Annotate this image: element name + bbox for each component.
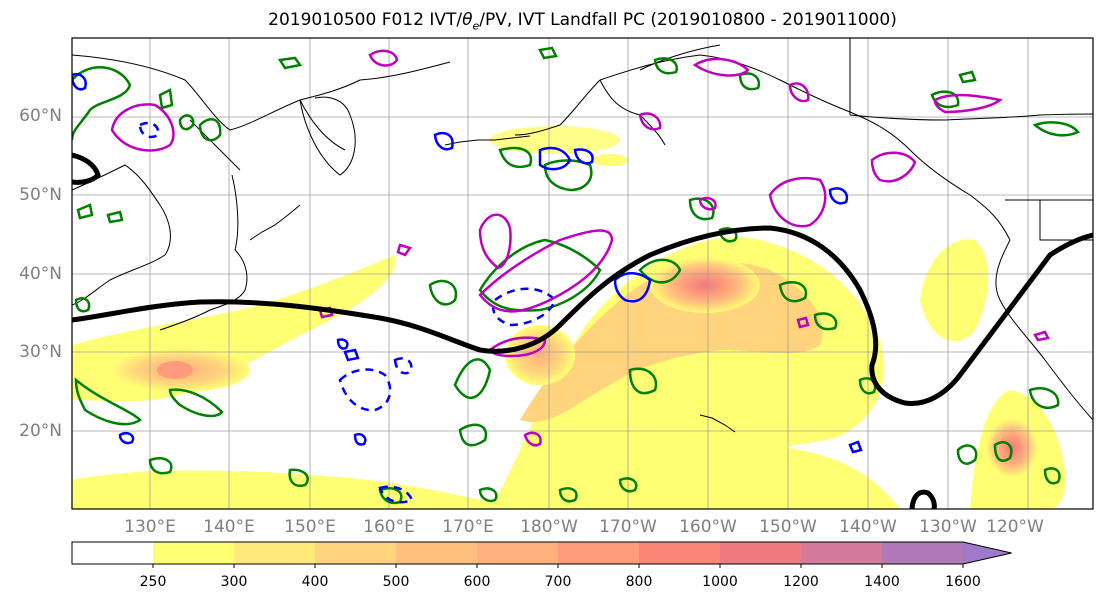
map-panel: [72, 38, 1093, 509]
ivt-band-south-east: [520, 444, 900, 509]
ivt-patch-aleutian: [592, 154, 628, 166]
lon-label-170e: 170°E: [442, 517, 494, 537]
ivt-core-160w: [650, 257, 760, 313]
colorbar-tick-label: 250: [139, 574, 167, 590]
title-theta-subscript: e: [472, 19, 480, 33]
lat-label-20n: 20°N: [19, 421, 62, 441]
ivt-patch-alaska: [490, 126, 620, 154]
lon-label-130e: 130°E: [124, 517, 176, 537]
lat-label-60n: 60°N: [19, 106, 62, 126]
lat-label-30n: 30°N: [19, 342, 62, 362]
colorbar-tick-label: 500: [382, 574, 410, 590]
colorbar-segment: [234, 542, 315, 564]
ivt-core-japan-inner: [157, 361, 193, 379]
coast-asia-north: [72, 54, 451, 171]
colorbar-tick-label: 1000: [702, 574, 738, 590]
lon-label-150e: 150°E: [284, 517, 336, 537]
coast-kurils: [249, 204, 301, 241]
colorbar-extend-arrow: [963, 542, 1012, 564]
ivt-band-south: [72, 470, 520, 509]
coast-north-america: [995, 239, 1093, 421]
coast-sakhalin: [231, 174, 239, 251]
colorbar: [71, 541, 1012, 568]
map-title: 2019010500 F012 IVT/θe/PV, IVT Landfall …: [0, 10, 1105, 32]
lon-label-170w: 170°W: [599, 517, 657, 537]
lat-label-40n: 40°N: [19, 264, 62, 284]
colorbar-segment: [639, 542, 720, 564]
lon-label-130w: 130°W: [919, 517, 977, 537]
coast-kamchatka: [299, 96, 356, 176]
colorbar-segment: [477, 542, 558, 564]
lon-label-120w: 120°W: [986, 517, 1044, 537]
ivt-plume-california: [920, 239, 989, 342]
ivt-core-180: [505, 325, 575, 385]
pv-blue-dashed: [138, 121, 557, 504]
title-main: 2019010500 F012 IVT/: [268, 10, 463, 30]
ivt-shading: [72, 126, 1066, 509]
colorbar-segment: [72, 542, 153, 564]
colorbar-tick-label: 1600: [945, 574, 981, 590]
theta-e-contours: [72, 46, 1080, 505]
coastlines: [72, 38, 1093, 433]
pv-blue-contours: [72, 73, 863, 454]
colorbar-segment: [882, 542, 963, 564]
lat-label-50n: 50°N: [19, 185, 62, 205]
pv-magenta-contours: [110, 49, 1050, 447]
lon-label-140e: 140°E: [203, 517, 255, 537]
colorbar-segment: [720, 542, 801, 564]
coast-aleutians: [444, 135, 531, 146]
lon-label-150w: 150°W: [759, 517, 817, 537]
colorbar-segment: [558, 542, 639, 564]
pc-contour-line: [72, 225, 1093, 406]
colorbar-tick-label: 300: [220, 574, 248, 590]
pc-contour-line-west: [72, 152, 101, 185]
colorbar-tick-label: 700: [544, 574, 572, 590]
colorbar-segment: [801, 542, 882, 564]
colorbar-outline: [71, 541, 1012, 565]
colorbar-segment: [315, 542, 396, 564]
coast-alaska: [514, 54, 1011, 241]
colorbar-tick-label: 600: [463, 574, 491, 590]
colorbar-segment: [396, 542, 477, 564]
colorbar-tick-label: 800: [625, 574, 653, 590]
lon-label-180w: 180°W: [520, 517, 578, 537]
colorbar-tick-label: 1400: [864, 574, 900, 590]
lon-label-140w: 140°W: [839, 517, 897, 537]
lon-label-160w: 160°W: [679, 517, 737, 537]
colorbar-tick-label: 400: [301, 574, 329, 590]
pc-contour-line-south: [909, 489, 937, 509]
coast-arctic: [639, 38, 1093, 121]
colorbar-tick-label: 1200: [783, 574, 819, 590]
title-rest: /PV, IVT Landfall PC (2019010800 - 20190…: [479, 10, 897, 30]
coast-hawaii: [699, 414, 736, 433]
title-theta-symbol: θ: [462, 10, 473, 30]
colorbar-segment: [153, 542, 234, 564]
lon-label-160e: 160°E: [363, 517, 415, 537]
coast-asia-mainland: [72, 164, 171, 306]
map-frame: [71, 37, 1094, 510]
